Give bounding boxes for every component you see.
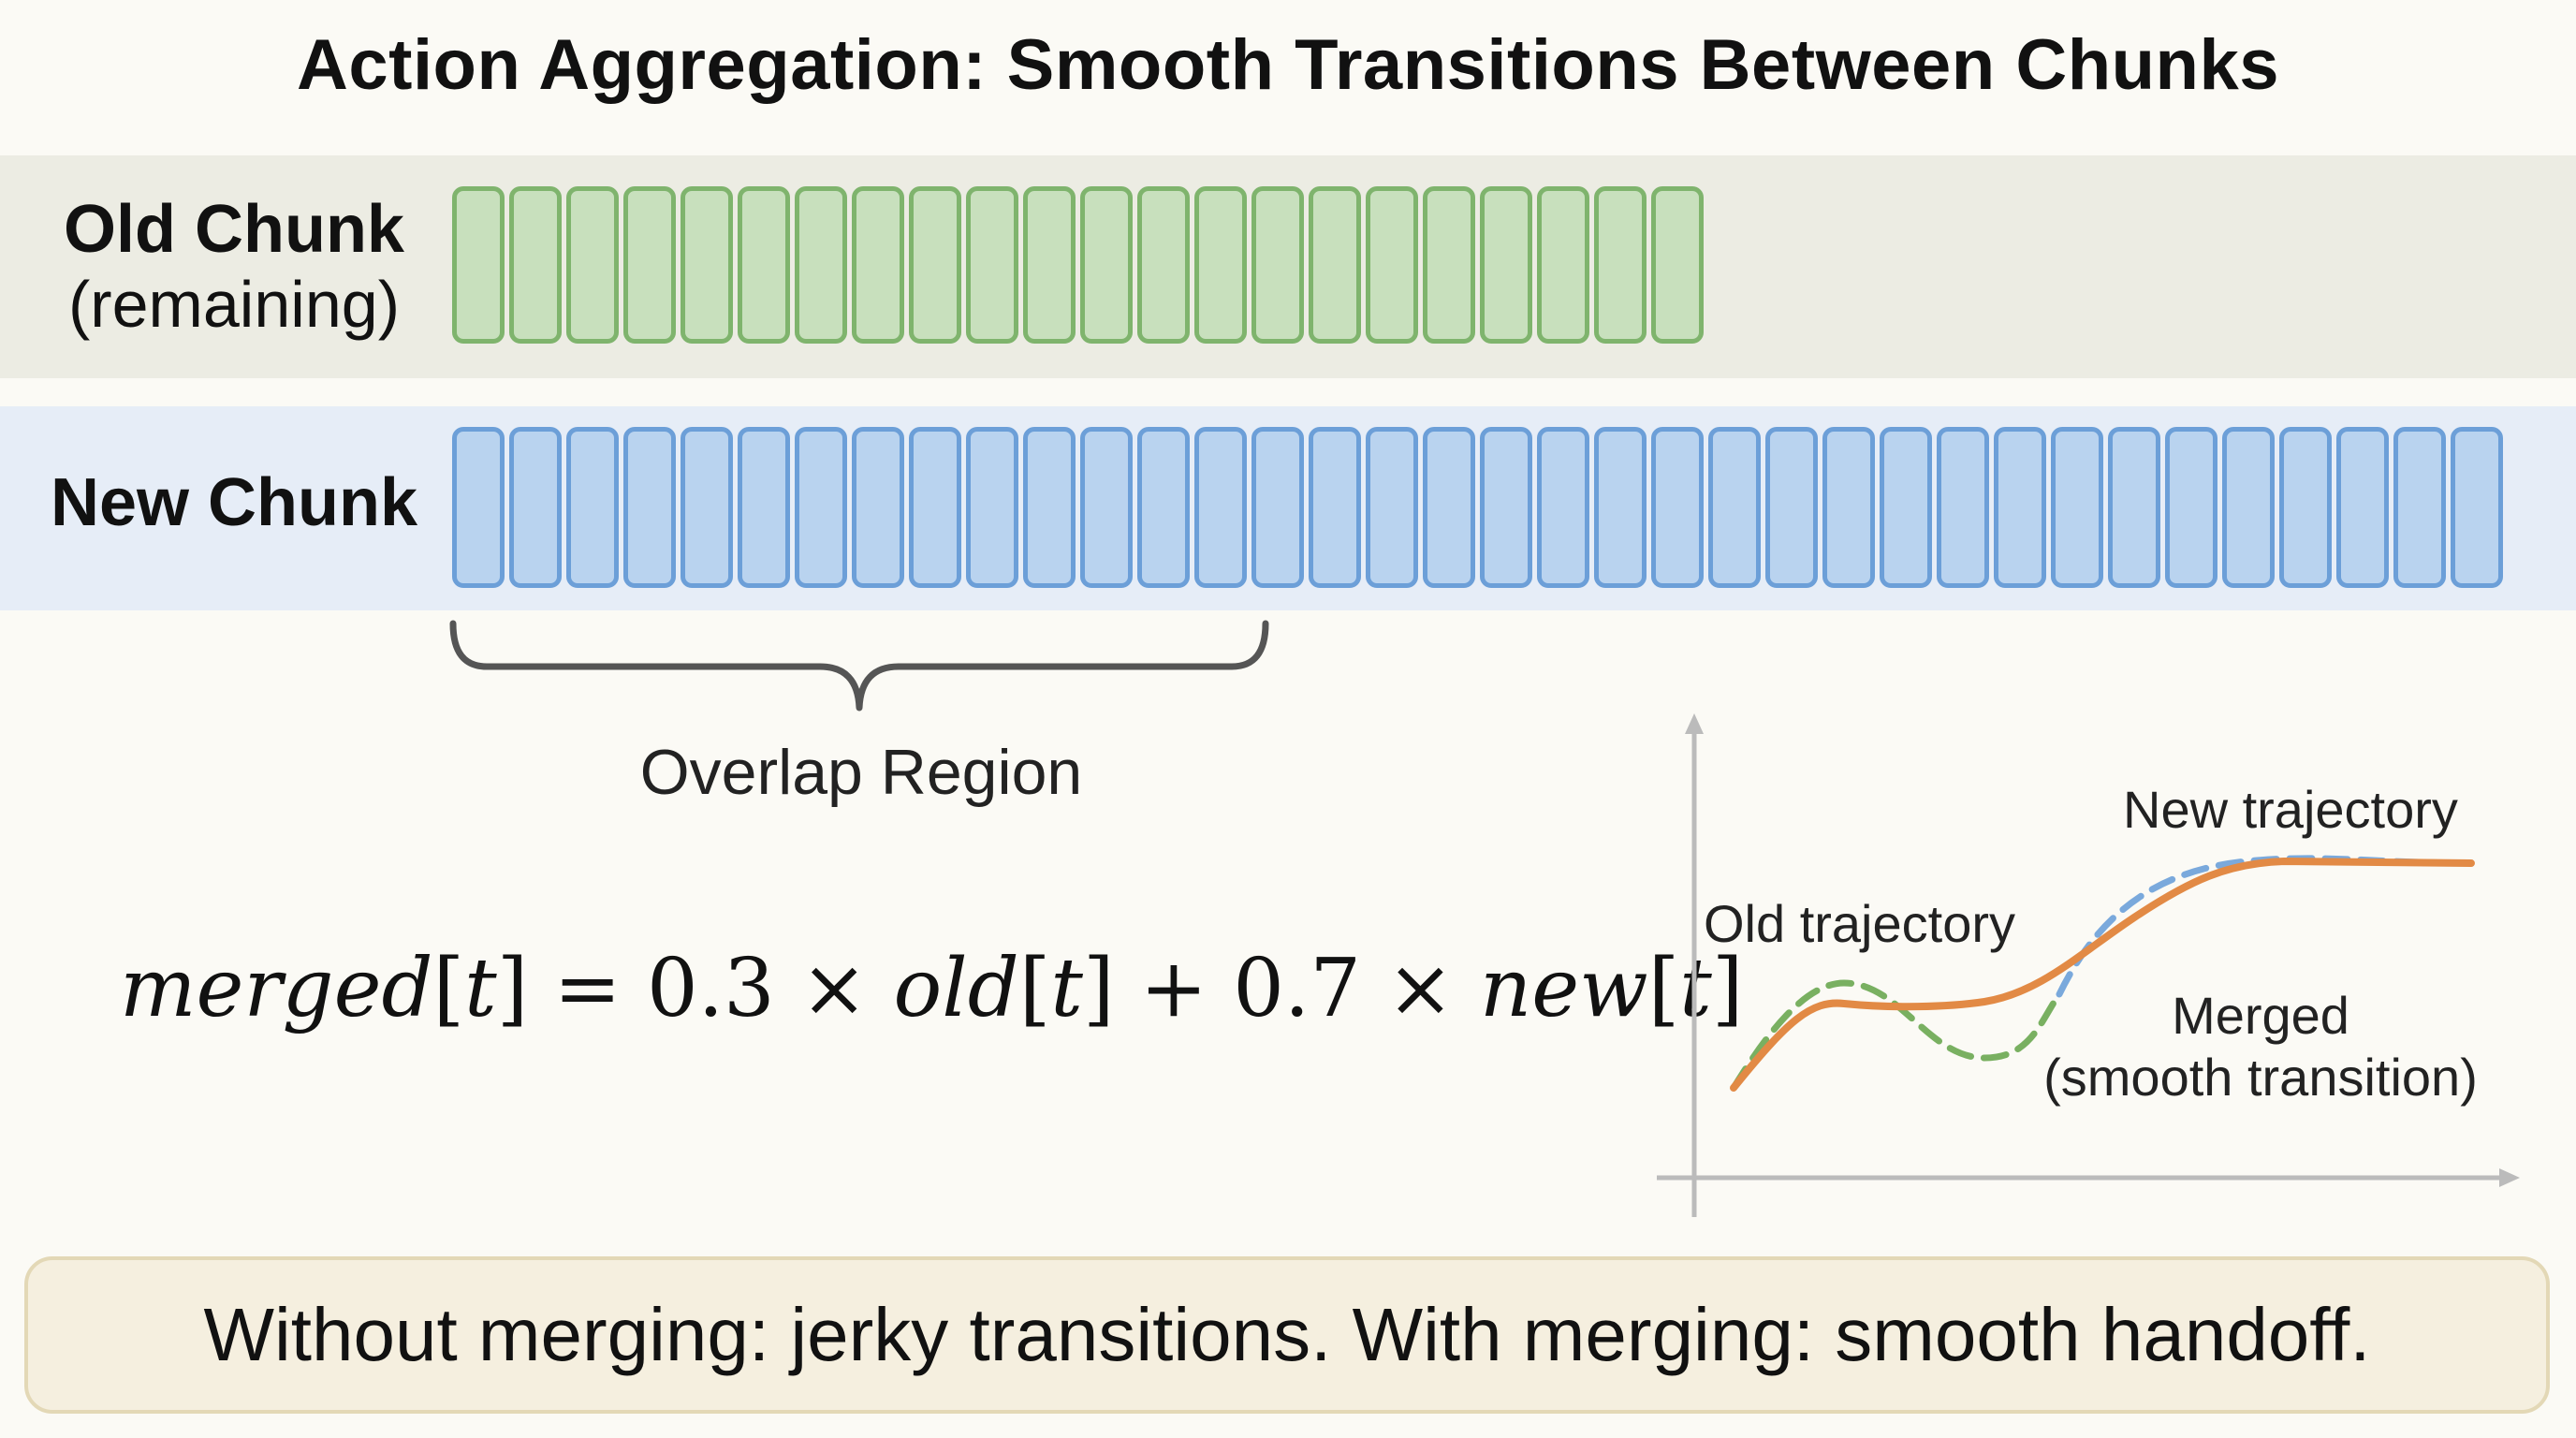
old-trajectory-line bbox=[1730, 979, 2063, 1092]
old-chunk-cell bbox=[966, 186, 1018, 344]
merged-trajectory-label: Merged (smooth transition) bbox=[2012, 985, 2509, 1108]
formula-old: old bbox=[893, 942, 1019, 1035]
overlap-brace bbox=[449, 620, 1269, 712]
old-chunk-subtitle: (remaining) bbox=[68, 267, 400, 341]
formula-times-1: × bbox=[800, 942, 869, 1035]
old-chunk-cell bbox=[1137, 186, 1190, 344]
old-chunk-cell bbox=[1366, 186, 1418, 344]
new-chunk-cell bbox=[1080, 427, 1133, 588]
old-chunk-cell bbox=[623, 186, 676, 344]
new-chunk-title: New Chunk bbox=[50, 465, 418, 540]
old-trajectory-label: Old trajectory bbox=[1704, 894, 2015, 953]
old-chunk-cell bbox=[738, 186, 790, 344]
new-chunk-cell bbox=[2451, 427, 2503, 588]
old-chunk-cell bbox=[509, 186, 562, 344]
old-chunk-cell bbox=[852, 186, 904, 344]
new-chunk-cell bbox=[738, 427, 790, 588]
old-chunk-cell bbox=[681, 186, 733, 344]
merged-label-line2: (smooth transition) bbox=[2043, 1048, 2478, 1108]
new-chunk-cell bbox=[1594, 427, 1647, 588]
new-trajectory-line bbox=[2056, 855, 2475, 998]
new-chunk-cell bbox=[1194, 427, 1247, 588]
new-chunk-cell bbox=[1251, 427, 1304, 588]
new-chunk-cell bbox=[2051, 427, 2103, 588]
old-chunk-cell bbox=[1480, 186, 1532, 344]
formula-equals: = bbox=[553, 942, 622, 1035]
new-chunk-cell bbox=[1880, 427, 1932, 588]
old-chunk-cell bbox=[1080, 186, 1133, 344]
new-chunk-cell bbox=[1765, 427, 1818, 588]
old-chunk-title: Old Chunk bbox=[64, 192, 404, 267]
old-chunk-cell bbox=[1537, 186, 1589, 344]
old-chunk-cell bbox=[452, 186, 505, 344]
old-chunk-cell bbox=[566, 186, 619, 344]
new-chunk-cell bbox=[2108, 427, 2160, 588]
new-chunk-cell bbox=[1937, 427, 1989, 588]
new-chunk-cell bbox=[1708, 427, 1761, 588]
old-chunk-cell bbox=[1194, 186, 1247, 344]
new-chunk-cell bbox=[1480, 427, 1532, 588]
merged-trajectory-line bbox=[1730, 857, 2475, 1092]
new-chunk-cell bbox=[1366, 427, 1418, 588]
formula-times-2: × bbox=[1386, 942, 1455, 1035]
new-chunk-cell bbox=[681, 427, 733, 588]
old-chunk-cell bbox=[1594, 186, 1647, 344]
new-chunk-cell bbox=[2336, 427, 2389, 588]
old-chunk-label: Old Chunk (remaining) bbox=[0, 192, 468, 341]
formula-weight-new: 0.7 bbox=[1233, 942, 1362, 1035]
old-chunk-cell bbox=[1309, 186, 1361, 344]
summary-callout: Without merging: jerky transitions. With… bbox=[24, 1256, 2550, 1414]
new-chunk-cell bbox=[909, 427, 961, 588]
new-chunk-cell bbox=[509, 427, 562, 588]
overlap-region-label: Overlap Region bbox=[639, 737, 1083, 808]
new-chunk-cell bbox=[1537, 427, 1589, 588]
new-chunk-cell bbox=[966, 427, 1018, 588]
formula-weight-old: 0.3 bbox=[646, 942, 775, 1035]
new-chunk-cells bbox=[452, 427, 2503, 588]
diagram-title: Action Aggregation: Smooth Transitions B… bbox=[296, 25, 2280, 105]
new-chunk-cell bbox=[2393, 427, 2446, 588]
new-chunk-cell bbox=[2279, 427, 2332, 588]
new-chunk-cell bbox=[623, 427, 676, 588]
new-chunk-cell bbox=[2165, 427, 2217, 588]
plot-axes bbox=[1657, 713, 2520, 1217]
new-chunk-cell bbox=[1423, 427, 1475, 588]
new-chunk-cell bbox=[1994, 427, 2046, 588]
merge-formula: merged[t] = 0.3 × old[t] + 0.7 × new[t] bbox=[120, 942, 1744, 1035]
new-chunk-cell bbox=[1822, 427, 1875, 588]
new-chunk-cell bbox=[1023, 427, 1076, 588]
new-chunk-cell bbox=[795, 427, 847, 588]
old-chunk-cells bbox=[452, 186, 1704, 344]
new-chunk-cell bbox=[566, 427, 619, 588]
formula-t2: t bbox=[1050, 942, 1083, 1035]
formula-merged: merged bbox=[120, 942, 433, 1035]
old-chunk-cell bbox=[1251, 186, 1304, 344]
new-chunk-cell bbox=[2222, 427, 2275, 588]
summary-text: Without merging: jerky transitions. With… bbox=[203, 1293, 2371, 1376]
old-chunk-cell bbox=[1023, 186, 1076, 344]
formula-new: new bbox=[1479, 942, 1648, 1035]
new-trajectory-label: New trajectory bbox=[2123, 780, 2458, 839]
old-chunk-cell bbox=[909, 186, 961, 344]
old-chunk-cell bbox=[1423, 186, 1475, 344]
merged-label-line1: Merged bbox=[2172, 986, 2349, 1045]
new-chunk-cell bbox=[852, 427, 904, 588]
formula-plus: + bbox=[1139, 942, 1208, 1035]
old-chunk-cell bbox=[795, 186, 847, 344]
new-chunk-cell bbox=[452, 427, 505, 588]
new-chunk-label: New Chunk bbox=[0, 465, 468, 541]
trajectory-plot bbox=[1657, 713, 2520, 1217]
old-chunk-cell bbox=[1651, 186, 1704, 344]
new-chunk-cell bbox=[1309, 427, 1361, 588]
new-chunk-cell bbox=[1651, 427, 1704, 588]
new-chunk-cell bbox=[1137, 427, 1190, 588]
formula-t1: t bbox=[464, 942, 497, 1035]
